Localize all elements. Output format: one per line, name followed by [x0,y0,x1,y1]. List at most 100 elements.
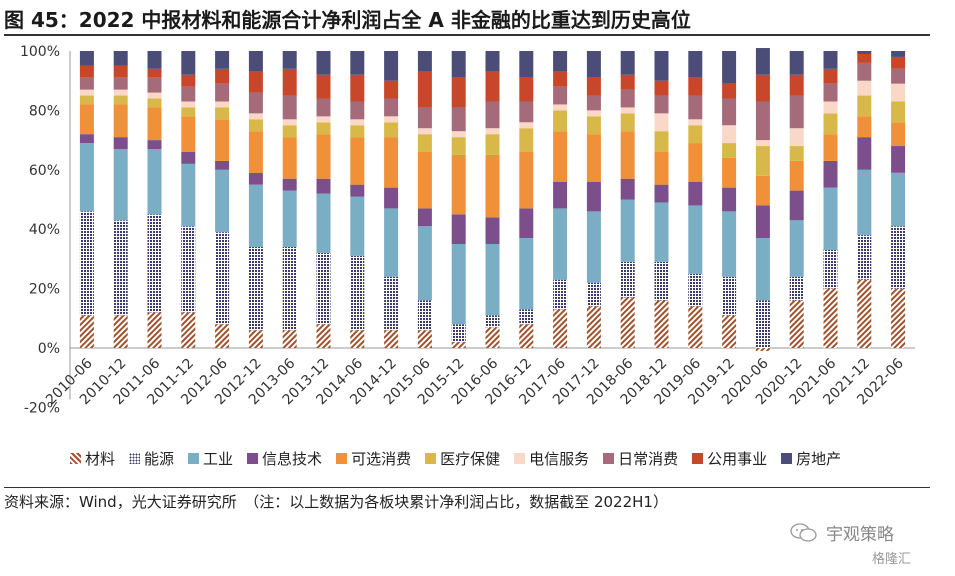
bar-segment [755,74,770,102]
bar-segment [485,71,500,102]
bar-segment [147,77,162,93]
bar-segment [113,149,128,221]
bar-segment [654,80,669,96]
bar-segment [113,220,128,316]
stacked-bar-chart: 2010-062010-122011-062011-122012-062012-… [20,44,915,416]
watermark-small: 格隆汇 [872,552,912,567]
legend-item: 房地产 [781,448,841,469]
bar-segment [654,113,669,132]
bar-segment [789,146,804,161]
bar-segment [282,68,297,96]
bar-segment [654,300,669,348]
bar-segment [417,71,432,108]
bar-segment [451,131,466,138]
bar-segment [417,300,432,331]
bar-segment [891,68,906,84]
x-tick-labels: 2010-062010-122011-062011-122012-062012-… [43,355,907,408]
bar-segment [586,282,601,307]
bar-segment [248,113,263,120]
bar-segment [147,214,162,313]
bar-segment [417,134,432,152]
bar-segment [417,226,432,301]
bar-segment [350,125,365,138]
bar-segment [79,89,94,96]
bar-segment [722,187,737,212]
bar-segment [181,151,196,164]
bar-segment [113,77,128,90]
bar-segment [215,68,230,84]
bar-segment [755,348,770,351]
bar-segment [451,154,466,215]
legend-label: 公用事业 [707,449,768,468]
bar-segment [181,226,196,313]
bar-segment [620,297,635,348]
bar-segment [891,101,906,123]
bar-segment [722,98,737,126]
bar-segment [79,77,94,90]
bar-segment [384,187,399,209]
bar-segment [553,86,568,105]
bar-segment [519,122,534,129]
bar-segment [688,273,703,307]
bar-segment [147,51,162,69]
bar-segment [316,116,331,123]
y-tick-label: 40% [29,222,60,238]
y-tick-label: 0% [38,341,60,357]
bar-segment [857,137,872,170]
bar-segment [451,324,466,343]
bar-segment [417,51,432,72]
bar-segment [586,51,601,78]
bar-segment [282,137,297,179]
bar-segment [857,169,872,236]
bar-segment [79,211,94,316]
bar-segment [553,104,568,111]
legend-item: 医疗保健 [425,448,500,469]
bar-segment [755,300,770,348]
legend: 材料 能源 工业 信息技术 可选消费 医疗保健 电信服务 日常消费 公用事业 房地产 [70,446,930,470]
bar-segment [79,143,94,212]
bar-segment [215,119,230,161]
bar-segment [350,330,365,348]
bar-segment [891,83,906,102]
legend-label: 医疗保健 [440,449,501,468]
bar-segment [654,95,669,114]
bar-segment [451,342,466,348]
bar-segment [316,74,331,99]
bar-segment [282,247,297,331]
legend-item: 工业 [188,448,233,469]
bar-segment [147,149,162,215]
legend-swatch [425,452,437,464]
bar-segment [654,202,669,262]
legend-label: 房地产 [796,449,842,468]
bar-segment [891,122,906,147]
bar-segment [519,208,534,239]
bar-segment [688,77,703,96]
bar-segment [823,83,838,102]
bar-segment [722,51,737,84]
bar-segment [316,98,331,117]
bar-segment [620,178,635,200]
legend-swatch [188,452,200,464]
y-tick-label: 60% [29,163,60,179]
bar-segment [248,330,263,348]
bar-segment [789,160,804,191]
bar-segment [789,190,804,221]
legend-swatch [603,452,615,464]
bar-segment [181,107,196,117]
bar-segment [79,315,94,348]
bar-segment [215,83,230,102]
bar-segment [722,211,737,277]
bar-segment [181,74,196,87]
bar-segment [553,51,568,72]
bar-segment [316,122,331,135]
bar-segment [113,95,128,105]
legend-swatch [129,452,141,464]
legend-swatch [247,452,259,464]
bar-segment [519,309,534,325]
bar-segment [113,104,128,138]
bar-segment [688,181,703,206]
bar-segment [485,217,500,245]
bar-segment [823,101,838,114]
bar-segment [350,51,365,75]
bar-segment [451,107,466,132]
